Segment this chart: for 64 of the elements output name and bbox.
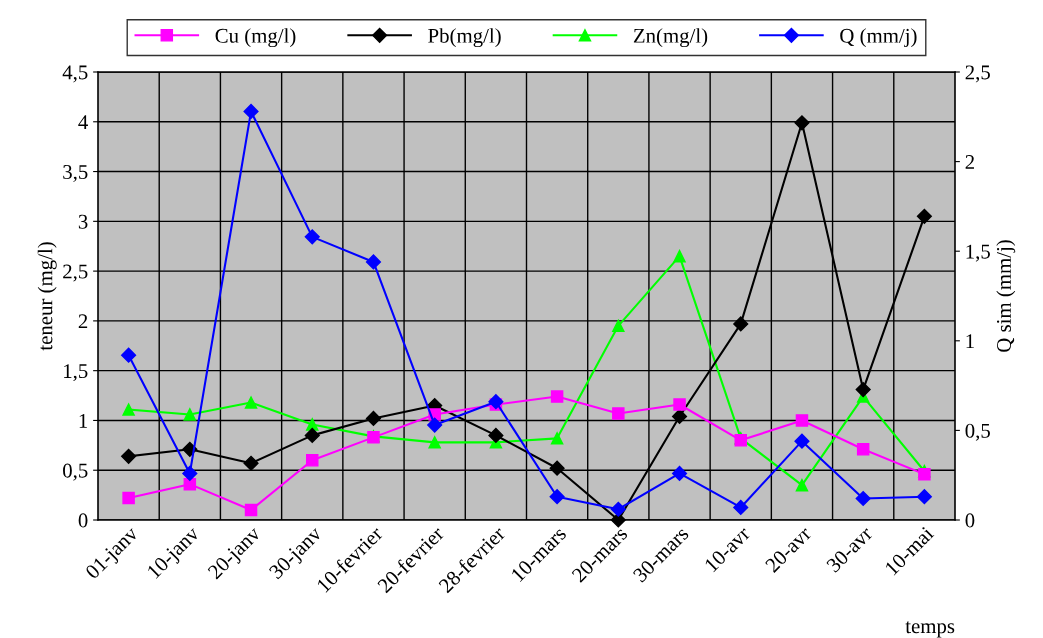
- point: [856, 443, 870, 456]
- legend-label: Zn(mg/l): [633, 28, 708, 48]
- x-axis-title: temps: [905, 621, 955, 638]
- point: [244, 503, 258, 517]
- point: [612, 407, 625, 420]
- point: [182, 465, 198, 481]
- y-tick-label: 1: [79, 413, 88, 428]
- y-tick-label: 0: [78, 513, 88, 528]
- y-tick-label: 2: [78, 314, 88, 329]
- y2-tick-label: 0: [965, 513, 975, 528]
- point: [673, 249, 686, 263]
- point: [365, 254, 382, 270]
- point: [795, 478, 809, 492]
- point: [243, 103, 259, 119]
- point: [304, 427, 320, 443]
- point: [428, 436, 441, 449]
- point: [550, 390, 564, 403]
- y2-tick-label: 0,5: [965, 423, 990, 441]
- y-tick-label: 1,5: [64, 364, 88, 382]
- point: [671, 465, 688, 481]
- point: [121, 448, 137, 464]
- point: [673, 398, 686, 411]
- point: [305, 418, 319, 431]
- point: [304, 229, 320, 245]
- y-tick-label: 4,5: [62, 65, 88, 83]
- legend-label: Q (mm/j): [840, 28, 917, 48]
- y-tick-label: 4: [78, 115, 88, 130]
- y-tick-label: 2,5: [63, 264, 88, 282]
- point: [794, 115, 810, 131]
- point: [488, 394, 504, 410]
- point: [549, 460, 565, 476]
- legend-label: Pb(mg/l): [428, 28, 501, 48]
- point: [122, 491, 135, 505]
- point: [733, 316, 749, 332]
- point: [733, 499, 749, 516]
- y2-tick-label: 2: [965, 155, 974, 169]
- legend-label: Cu (mg/l): [215, 28, 296, 48]
- point: [855, 490, 871, 507]
- point: [427, 417, 443, 433]
- y2-tick-label: 1,5: [966, 244, 990, 262]
- point: [916, 489, 932, 505]
- y2-tick-label: 1: [966, 334, 974, 349]
- point: [365, 410, 382, 427]
- y2-tick-label: 2,5: [965, 65, 990, 83]
- point: [855, 382, 871, 398]
- y-axis-title: teneur (mg/l): [37, 242, 57, 351]
- point: [122, 403, 135, 416]
- y2-axis-title: Q sim (mm/j): [996, 240, 1016, 352]
- point: [612, 319, 625, 333]
- point: [305, 454, 319, 467]
- point: [795, 414, 809, 427]
- y-tick-label: 3: [78, 214, 88, 229]
- y-tick-label: 3,5: [63, 164, 88, 182]
- point: [916, 208, 932, 224]
- point: [244, 396, 258, 409]
- point: [488, 427, 504, 443]
- point: [550, 432, 564, 445]
- point: [549, 489, 565, 505]
- point: [610, 501, 626, 517]
- point: [243, 455, 259, 471]
- point: [794, 433, 810, 449]
- point: [121, 347, 137, 363]
- point: [183, 408, 197, 421]
- y-tick-label: 0,5: [63, 463, 88, 481]
